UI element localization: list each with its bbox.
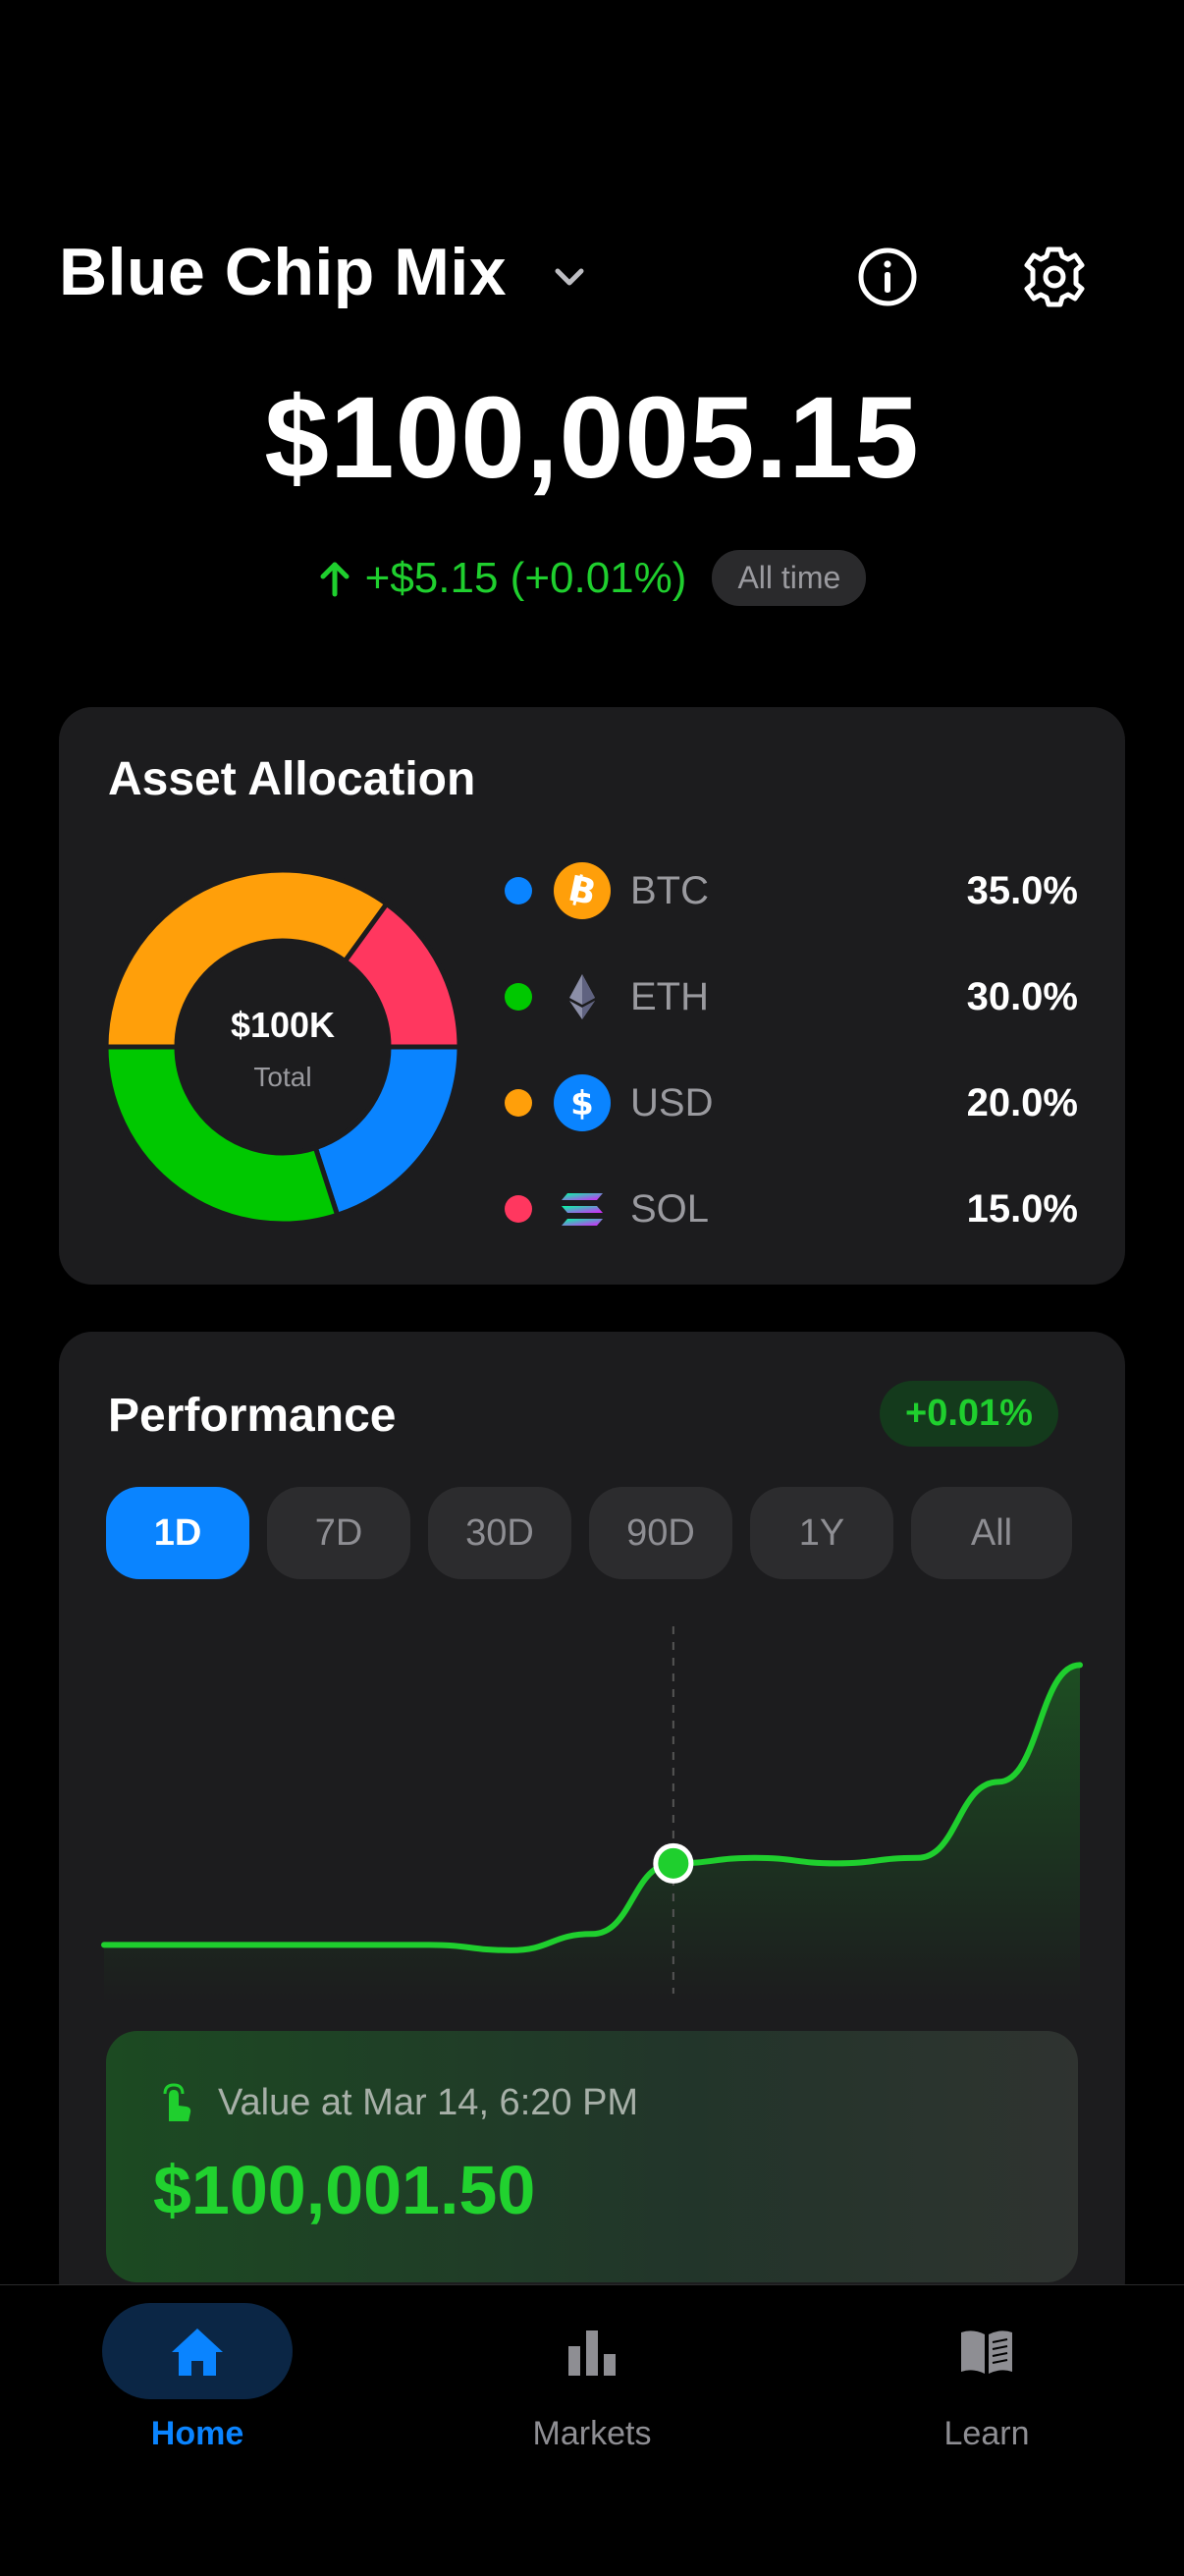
change-value: +$5.15 (+0.01%) xyxy=(364,553,687,602)
tab-90d[interactable]: 90D xyxy=(589,1487,732,1579)
chevron-down-icon[interactable] xyxy=(550,257,589,297)
coin-percent: 20.0% xyxy=(966,1080,1078,1124)
change-text: +$5.15 (+0.01%) xyxy=(318,553,687,603)
nav-home[interactable]: Home xyxy=(0,2285,395,2482)
donut-center-label: Total xyxy=(253,1062,311,1092)
nav-markets[interactable]: Markets xyxy=(395,2285,789,2482)
legend-dot xyxy=(505,983,532,1011)
coin-name: SOL xyxy=(630,1186,710,1231)
svg-text:$: $ xyxy=(570,1084,594,1123)
coin-percent: 30.0% xyxy=(966,974,1078,1018)
legend-row-btc[interactable]: B BTC 35.0% xyxy=(505,856,1078,925)
selected-value-panel xyxy=(106,2031,1078,2282)
donut-segment-eth xyxy=(104,1044,341,1226)
hand-tap-icon xyxy=(163,2083,191,2121)
nav-label: Learn xyxy=(943,2415,1030,2452)
legend-dot xyxy=(505,877,532,904)
portfolio-title[interactable]: Blue Chip Mix xyxy=(59,235,508,309)
legend-row-usd[interactable]: $ USD 20.0% xyxy=(505,1069,1078,1137)
info-icon[interactable] xyxy=(856,246,919,308)
chart-line xyxy=(101,1662,1083,1953)
tab-30d[interactable]: 30D xyxy=(428,1487,571,1579)
selected-value-label: Value at Mar 14, 6:20 PM xyxy=(218,2082,639,2123)
bottom-tab-bar: Home Markets Learn xyxy=(0,2284,1184,2576)
performance-change-badge: +0.01% xyxy=(880,1381,1058,1447)
tab-1y[interactable]: 1Y xyxy=(750,1487,893,1579)
coin-name: ETH xyxy=(630,974,709,1018)
change-row: +$5.15 (+0.01%) All time xyxy=(0,550,1184,606)
donut-segment-sol xyxy=(341,900,461,1050)
coin-name: BTC xyxy=(630,868,709,912)
performance-title: Performance xyxy=(108,1390,397,1442)
solana-icon xyxy=(554,1180,611,1237)
bar-chart-icon xyxy=(568,2330,616,2376)
arrow-up-icon xyxy=(320,562,350,596)
coin-name: USD xyxy=(630,1080,714,1124)
book-icon xyxy=(961,2330,1012,2374)
ethereum-icon xyxy=(554,968,611,1025)
chart-area-fill xyxy=(104,1665,1080,2003)
chart-selected-point[interactable] xyxy=(653,1842,694,1884)
legend-dot xyxy=(505,1089,532,1117)
gear-icon[interactable] xyxy=(1021,244,1088,310)
selected-value-amount: $100,001.50 xyxy=(153,2152,536,2228)
home-icon xyxy=(172,2329,223,2376)
dollar-icon: $ xyxy=(554,1074,611,1131)
nav-label: Markets xyxy=(532,2415,652,2452)
donut-segment-usd xyxy=(312,1044,461,1219)
total-value: $100,005.15 xyxy=(264,373,920,503)
donut-center-value: $100K xyxy=(231,1005,335,1045)
tab-1d[interactable]: 1D xyxy=(106,1487,249,1579)
range-tabs: 1D 7D 30D 90D 1Y All xyxy=(106,1487,1072,1579)
allocation-donut: $100K Total xyxy=(104,868,461,1226)
allocation-title: Asset Allocation xyxy=(108,753,476,805)
legend-row-eth[interactable]: ETH 30.0% xyxy=(505,962,1078,1031)
tab-7d[interactable]: 7D xyxy=(267,1487,410,1579)
coin-percent: 15.0% xyxy=(966,1186,1078,1231)
nav-label: Home xyxy=(150,2415,244,2452)
range-badge[interactable]: All time xyxy=(712,550,867,606)
tab-all[interactable]: All xyxy=(911,1487,1072,1579)
donut-segment-btc xyxy=(104,868,391,1050)
legend-dot xyxy=(505,1195,532,1223)
performance-chart[interactable] xyxy=(98,1611,1086,2003)
legend-row-sol[interactable]: SOL 15.0% xyxy=(505,1175,1078,1243)
bitcoin-icon: B xyxy=(554,862,611,919)
coin-percent: 35.0% xyxy=(966,868,1078,912)
nav-learn[interactable]: Learn xyxy=(789,2285,1184,2482)
